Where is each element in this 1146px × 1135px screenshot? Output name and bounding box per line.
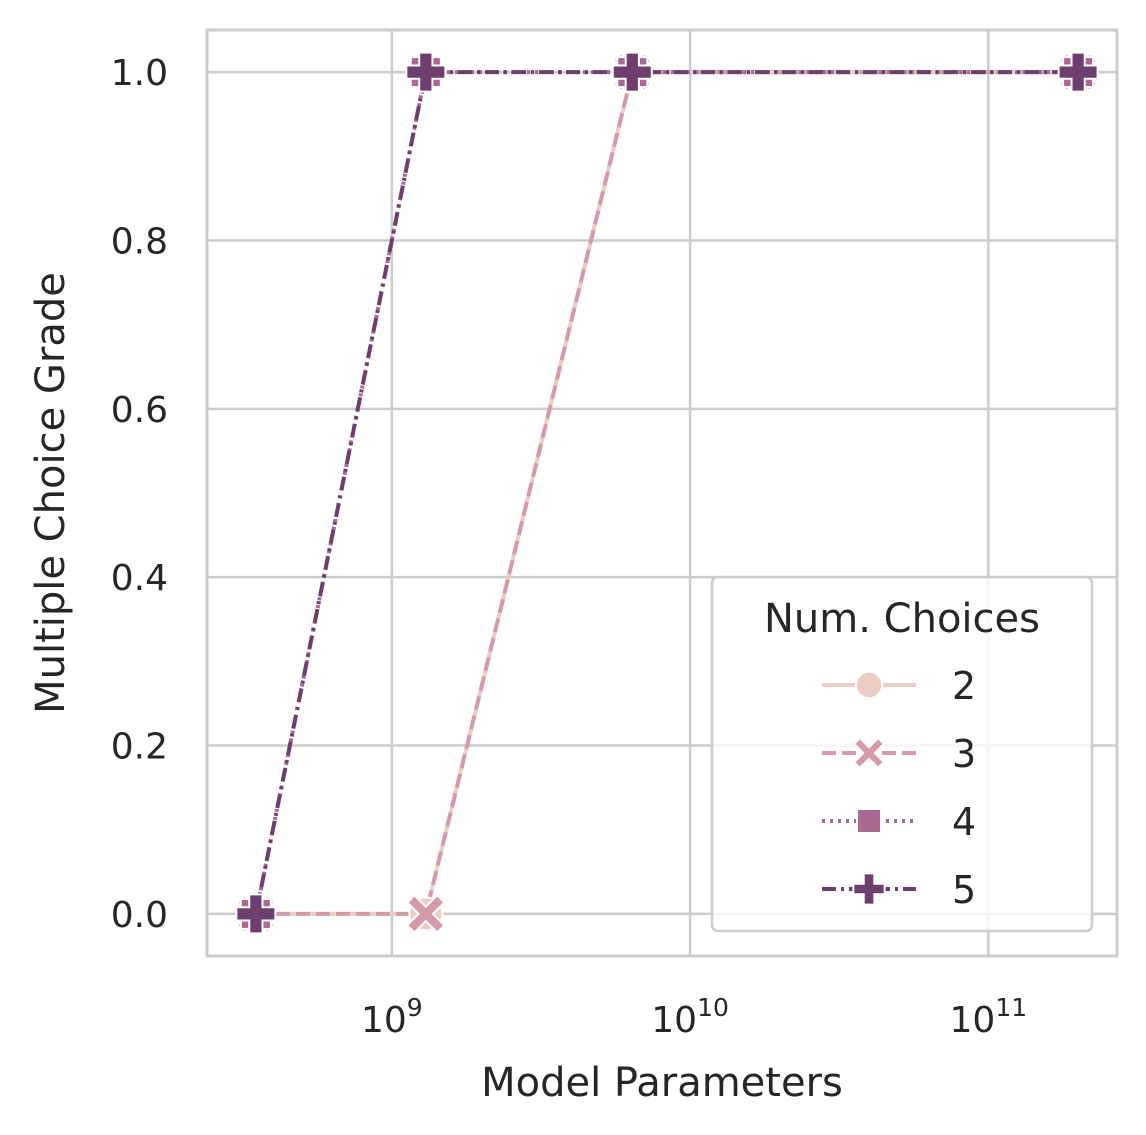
legend-entry-5: 5: [822, 868, 976, 912]
legend: Num. Choices 2 3 4 5: [710, 575, 1094, 933]
data-point-series-5: [405, 51, 447, 93]
legend-label: 5: [952, 868, 976, 912]
y-tick-labels: 0.0 0.2 0.4 0.6 0.8 1.0: [111, 53, 168, 936]
legend-label: 2: [952, 664, 976, 708]
legend-entries: 2 3 4 5: [822, 664, 976, 912]
data-point-series-5: [611, 51, 653, 93]
y-tick-label: 0.0: [111, 895, 168, 936]
x-axis-label: Model Parameters: [481, 1060, 843, 1106]
y-tick-label: 0.8: [111, 221, 168, 262]
legend-label: 4: [952, 800, 976, 844]
data-point-series-5: [1057, 51, 1099, 93]
legend-entry-2: 2: [822, 664, 976, 708]
y-tick-label: 1.0: [111, 53, 168, 94]
x-tick-labels: 109 1010 1011: [361, 993, 1027, 1041]
series-markers: [235, 51, 1099, 935]
legend-entry-4: 4: [822, 800, 976, 844]
legend-marker-square: [856, 808, 882, 834]
series-line-3: [255, 70, 1079, 916]
legend-marker-plus: [852, 872, 886, 906]
y-tick-label: 0.6: [111, 390, 168, 431]
series-lines: [253, 70, 1079, 916]
legend-label: 3: [952, 732, 976, 776]
y-axis-label: Multiple Choice Grade: [28, 272, 74, 714]
series-line-5: [253, 70, 1079, 915]
legend-marker-circle: [854, 670, 884, 700]
x-tick-label: 1010: [651, 993, 729, 1041]
data-point-series-3: [405, 893, 446, 934]
x-tick-label: 1011: [950, 993, 1028, 1041]
y-tick-label: 0.4: [111, 558, 168, 599]
legend-entry-3: 3: [822, 732, 976, 776]
x-tick-label: 109: [361, 993, 423, 1041]
y-tick-label: 0.2: [111, 727, 168, 768]
legend-marker-x: [852, 736, 886, 770]
data-point-series-5: [235, 893, 277, 935]
plot-frame: [205, 28, 1119, 958]
legend-title: Num. Choices: [764, 596, 1040, 642]
